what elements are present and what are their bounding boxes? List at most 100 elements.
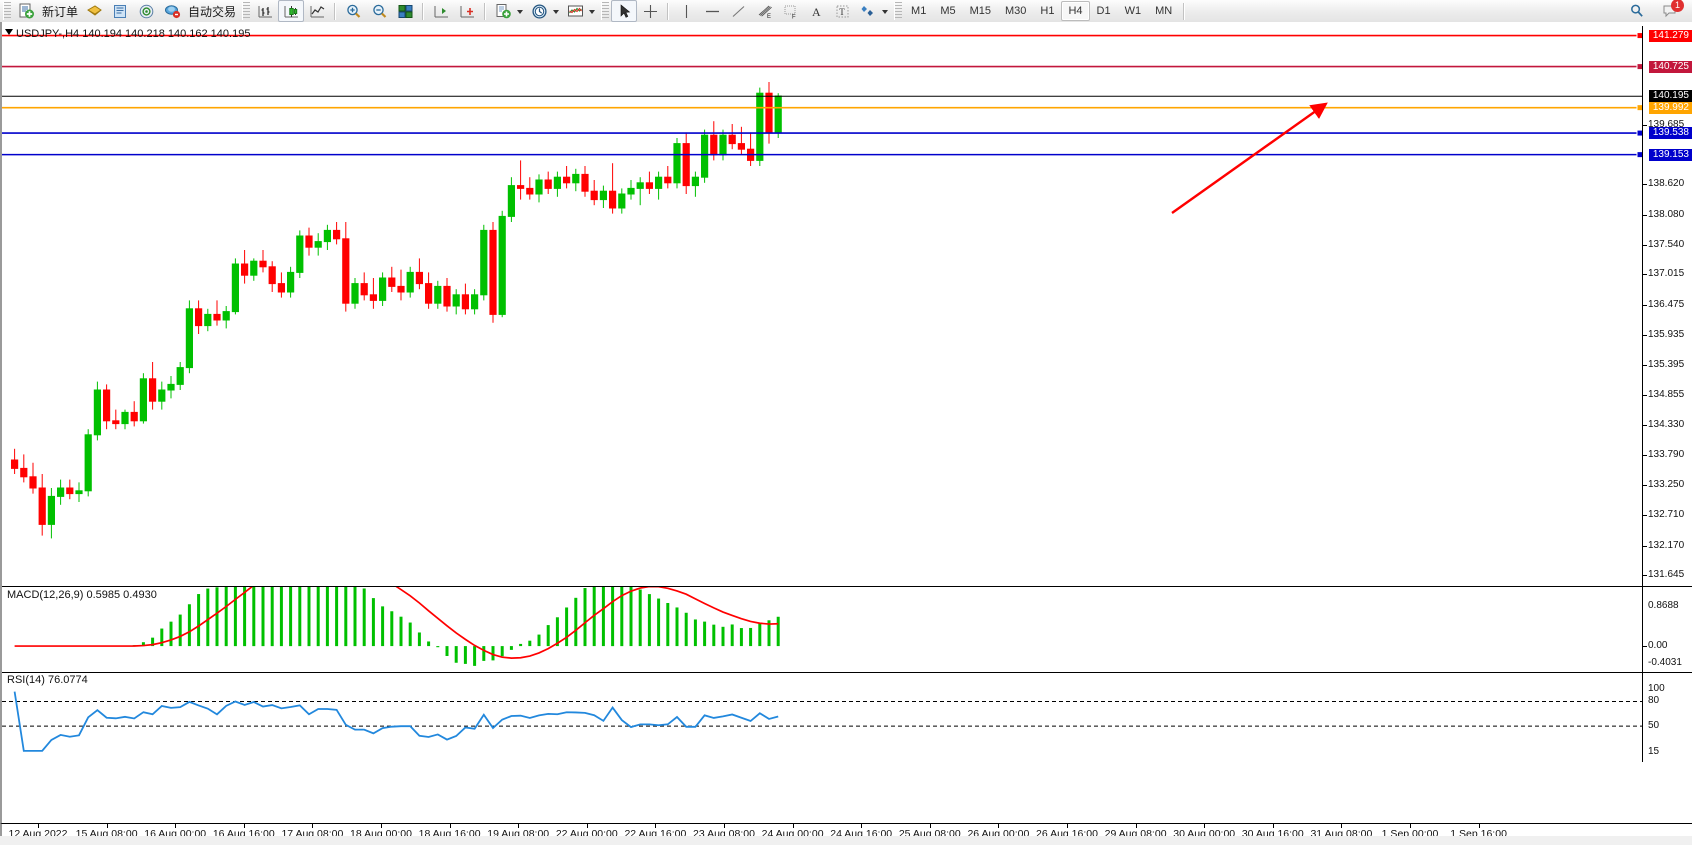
- indicators-dropdown-caret[interactable]: [589, 10, 596, 14]
- price-chip-last-price[interactable]: 140.195: [1648, 90, 1692, 103]
- zoom-out-icon[interactable]: [366, 0, 392, 22]
- timeframe-h1[interactable]: H1: [1040, 5, 1055, 17]
- rsi-axis-label: 15: [1648, 746, 1660, 757]
- timeframe-m1[interactable]: M1: [911, 5, 927, 17]
- timeframe-mn[interactable]: MN: [1155, 5, 1173, 17]
- price-chip-support-2[interactable]: 139.153: [1648, 148, 1692, 161]
- price-axis-tick: [1643, 545, 1647, 547]
- macd-axis-label: 0.00: [1648, 640, 1668, 652]
- price-plot[interactable]: [2, 26, 1692, 586]
- macd-axis-label: 0.8688: [1648, 600, 1679, 611]
- time-axis-tick: [1067, 824, 1068, 828]
- fibo-icon[interactable]: E: [751, 0, 777, 22]
- time-axis-tick: [724, 824, 725, 828]
- timeframe-m30[interactable]: M30: [1005, 5, 1027, 17]
- timeframe-d1[interactable]: D1: [1096, 5, 1111, 17]
- price-axis-label: 134.330: [1648, 418, 1685, 430]
- alerts-icon[interactable]: 1: [1658, 0, 1684, 22]
- time-axis-tick: [1135, 824, 1137, 828]
- symbol-dropdown-caret[interactable]: [5, 29, 13, 35]
- new-chart-dropdown-caret[interactable]: [517, 10, 524, 14]
- hline-icon[interactable]: [699, 0, 725, 22]
- time-axis-tick: [929, 824, 931, 828]
- autotrading-icon[interactable]: [159, 0, 185, 22]
- price-axis-label: 134.855: [1648, 389, 1685, 401]
- price-axis-tick: [1643, 274, 1647, 276]
- price-axis-tick: [1643, 424, 1647, 426]
- autotrading-label[interactable]: 自动交易: [188, 4, 237, 19]
- line-chart-icon[interactable]: [304, 0, 330, 22]
- label-icon[interactable]: T: [829, 0, 855, 22]
- navigator-icon[interactable]: [133, 0, 159, 22]
- cursor-icon[interactable]: [611, 0, 638, 22]
- terminal-icon[interactable]: [81, 0, 107, 22]
- shapes-icon[interactable]: [855, 0, 881, 22]
- symbol-ohlc-label: USDJPY-,H4 140.194 140.218 140.162 140.1…: [16, 28, 251, 40]
- price-axis-label: 132.170: [1648, 539, 1685, 551]
- price-axis-tick: [1643, 304, 1647, 306]
- timeframe-m5[interactable]: M5: [940, 5, 956, 17]
- macd-chart: [14, 587, 780, 666]
- search-icon[interactable]: [1624, 0, 1650, 22]
- price-pane[interactable]: USDJPY-,H4 140.194 140.218 140.162 140.1…: [2, 26, 1692, 586]
- price-axis-tick: [1643, 575, 1647, 577]
- timeframe-w1[interactable]: W1: [1124, 5, 1142, 17]
- chart-area[interactable]: USDJPY-,H4 140.194 140.218 140.162 140.1…: [0, 22, 1692, 823]
- period-dropdown-caret[interactable]: [553, 10, 560, 14]
- price-axis-tick: [1643, 454, 1647, 456]
- rsi-axis-label: 50: [1648, 720, 1660, 732]
- timeframe-m15[interactable]: M15: [969, 5, 991, 17]
- crosshair-icon[interactable]: [637, 0, 663, 22]
- rsi-chart: [2, 691, 1643, 752]
- time-axis-tick: [792, 824, 794, 828]
- zoom-in-icon[interactable]: [340, 0, 366, 22]
- rsi-pane[interactable]: RSI(14) 76.0774 100 80 50 15: [2, 672, 1692, 762]
- price-axis-tick: [1643, 184, 1647, 186]
- price-axis-label: 138.080: [1648, 208, 1685, 220]
- text-icon[interactable]: A: [803, 0, 829, 22]
- new-chart-icon[interactable]: [490, 0, 516, 22]
- toolbar-grip-2[interactable]: [242, 2, 251, 20]
- tile-windows-icon[interactable]: [392, 0, 418, 22]
- period-icon[interactable]: [526, 0, 552, 22]
- channel-icon[interactable]: F: [777, 0, 803, 22]
- rsi-title: RSI(14) 76.0774: [7, 674, 88, 686]
- macd-pane[interactable]: MACD(12,26,9) 0.5985 0.4930 0.8688 0.00 -0…: [2, 586, 1692, 673]
- price-axis-tick: [1643, 214, 1647, 216]
- indicators-icon[interactable]: [562, 0, 588, 22]
- trendline-icon[interactable]: [725, 0, 751, 22]
- price-axis-label: 131.645: [1648, 569, 1685, 581]
- vline-icon[interactable]: [673, 0, 699, 22]
- price-axis-label: 139.685: [1648, 118, 1685, 130]
- price-axis[interactable]: 141.279 140.725 140.195 139.992 139.538 139.1…: [1642, 26, 1692, 586]
- bar-chart-icon[interactable]: [252, 0, 278, 22]
- svg-text:E: E: [767, 14, 771, 20]
- toolbar-grip-3[interactable]: [601, 2, 610, 20]
- time-axis-tick: [998, 824, 1000, 828]
- macd-axis-label: -0.4031: [1648, 657, 1682, 668]
- toolbar-grip-4[interactable]: [894, 2, 903, 20]
- svg-text:A: A: [812, 5, 821, 19]
- price-axis-tick: [1643, 244, 1647, 246]
- price-axis-tick: [1643, 334, 1647, 336]
- macd-axis-tick: [1643, 646, 1647, 648]
- price-axis-tick: [1643, 485, 1647, 487]
- price-chip-resistance-2[interactable]: 141.279: [1648, 29, 1692, 42]
- macd-plot: [2, 587, 1692, 673]
- price-axis-label: 138.620: [1648, 178, 1685, 190]
- timeframe-h4[interactable]: H4: [1061, 1, 1090, 21]
- new-order-label[interactable]: 新订单: [42, 4, 79, 19]
- auto-scroll-icon[interactable]: [454, 0, 480, 22]
- chart-shift-icon[interactable]: [428, 0, 454, 22]
- candlestick-icon[interactable]: [278, 0, 305, 22]
- price-axis-label: 135.395: [1648, 359, 1685, 371]
- price-chip-pivot[interactable]: 139.992: [1648, 101, 1692, 114]
- price-chip-resistance-1[interactable]: 140.725: [1648, 60, 1692, 73]
- price-chip-support-1[interactable]: 139.538: [1648, 127, 1692, 140]
- toolbar-grip[interactable]: [3, 2, 11, 20]
- candlestick-chart: [2, 32, 1643, 539]
- new-order-icon[interactable]: [13, 0, 39, 22]
- data-window-icon[interactable]: [107, 0, 133, 22]
- rsi-plot: [2, 673, 1692, 762]
- shapes-dropdown-caret[interactable]: [882, 10, 889, 14]
